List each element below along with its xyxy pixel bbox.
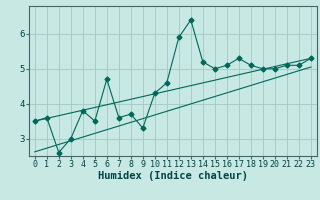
X-axis label: Humidex (Indice chaleur): Humidex (Indice chaleur): [98, 171, 248, 181]
